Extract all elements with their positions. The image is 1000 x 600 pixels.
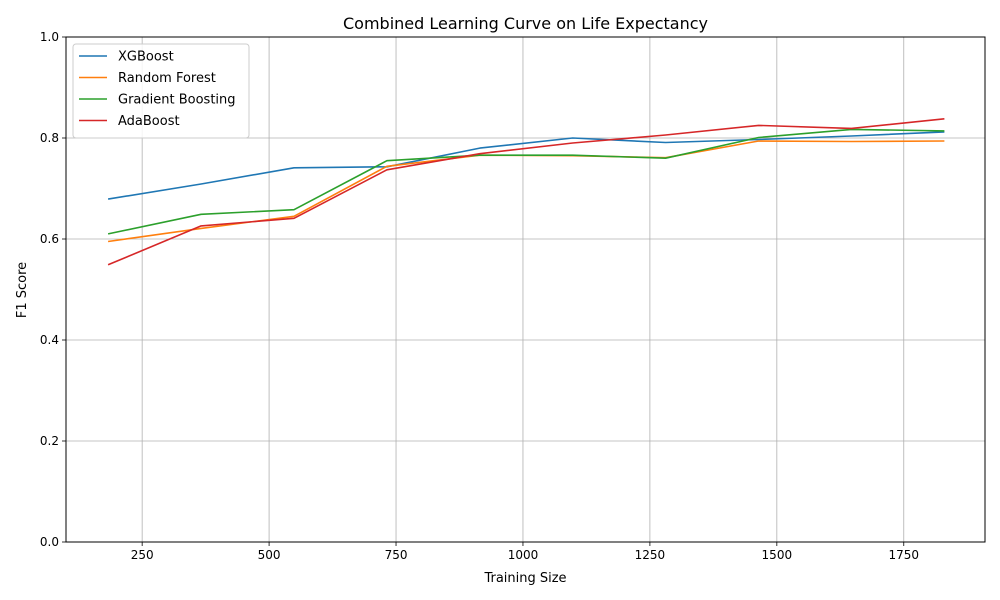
y-tick-label: 0.4 xyxy=(40,333,59,347)
x-axis-label: Training Size xyxy=(483,571,566,586)
y-tick-label: 0.0 xyxy=(40,535,59,549)
x-axis-ticks: 250 500 750 1000 1250 1500 1750 xyxy=(131,542,919,562)
x-tick-label: 250 xyxy=(131,548,154,562)
y-tick-label: 0.2 xyxy=(40,434,59,448)
series-lines xyxy=(107,118,945,266)
x-tick-label: 1500 xyxy=(762,548,793,562)
legend-label-gradient-boosting: Gradient Boosting xyxy=(118,93,236,108)
legend-label-adaboost: AdaBoost xyxy=(118,114,180,129)
x-tick-label: 500 xyxy=(258,548,281,562)
y-axis-label: F1 Score xyxy=(15,262,30,318)
plot-frame xyxy=(65,36,986,543)
x-tick-label: 1250 xyxy=(635,548,666,562)
y-tick-label: 0.6 xyxy=(40,232,59,246)
legend-label-xgboost: XGBoost xyxy=(118,50,174,65)
x-tick-label: 1750 xyxy=(888,548,919,562)
y-axis-ticks: 0.0 0.2 0.4 0.6 0.8 1.0 xyxy=(40,30,66,549)
chart-title: Combined Learning Curve on Life Expectan… xyxy=(343,14,708,33)
series-line-adaboost xyxy=(107,118,945,266)
x-tick-label: 750 xyxy=(385,548,408,562)
series-line-xgboost xyxy=(107,131,945,200)
legend: XGBoost Random Forest Gradient Boosting Ada… xyxy=(72,43,250,139)
series-line-random-forest xyxy=(107,140,945,243)
x-tick-label: 1000 xyxy=(508,548,539,562)
series-line-gradient-boosting xyxy=(107,128,945,235)
y-tick-label: 1.0 xyxy=(40,30,59,44)
legend-box xyxy=(72,43,250,139)
legend-label-random-forest: Random Forest xyxy=(118,71,216,86)
y-tick-label: 0.8 xyxy=(40,131,59,145)
